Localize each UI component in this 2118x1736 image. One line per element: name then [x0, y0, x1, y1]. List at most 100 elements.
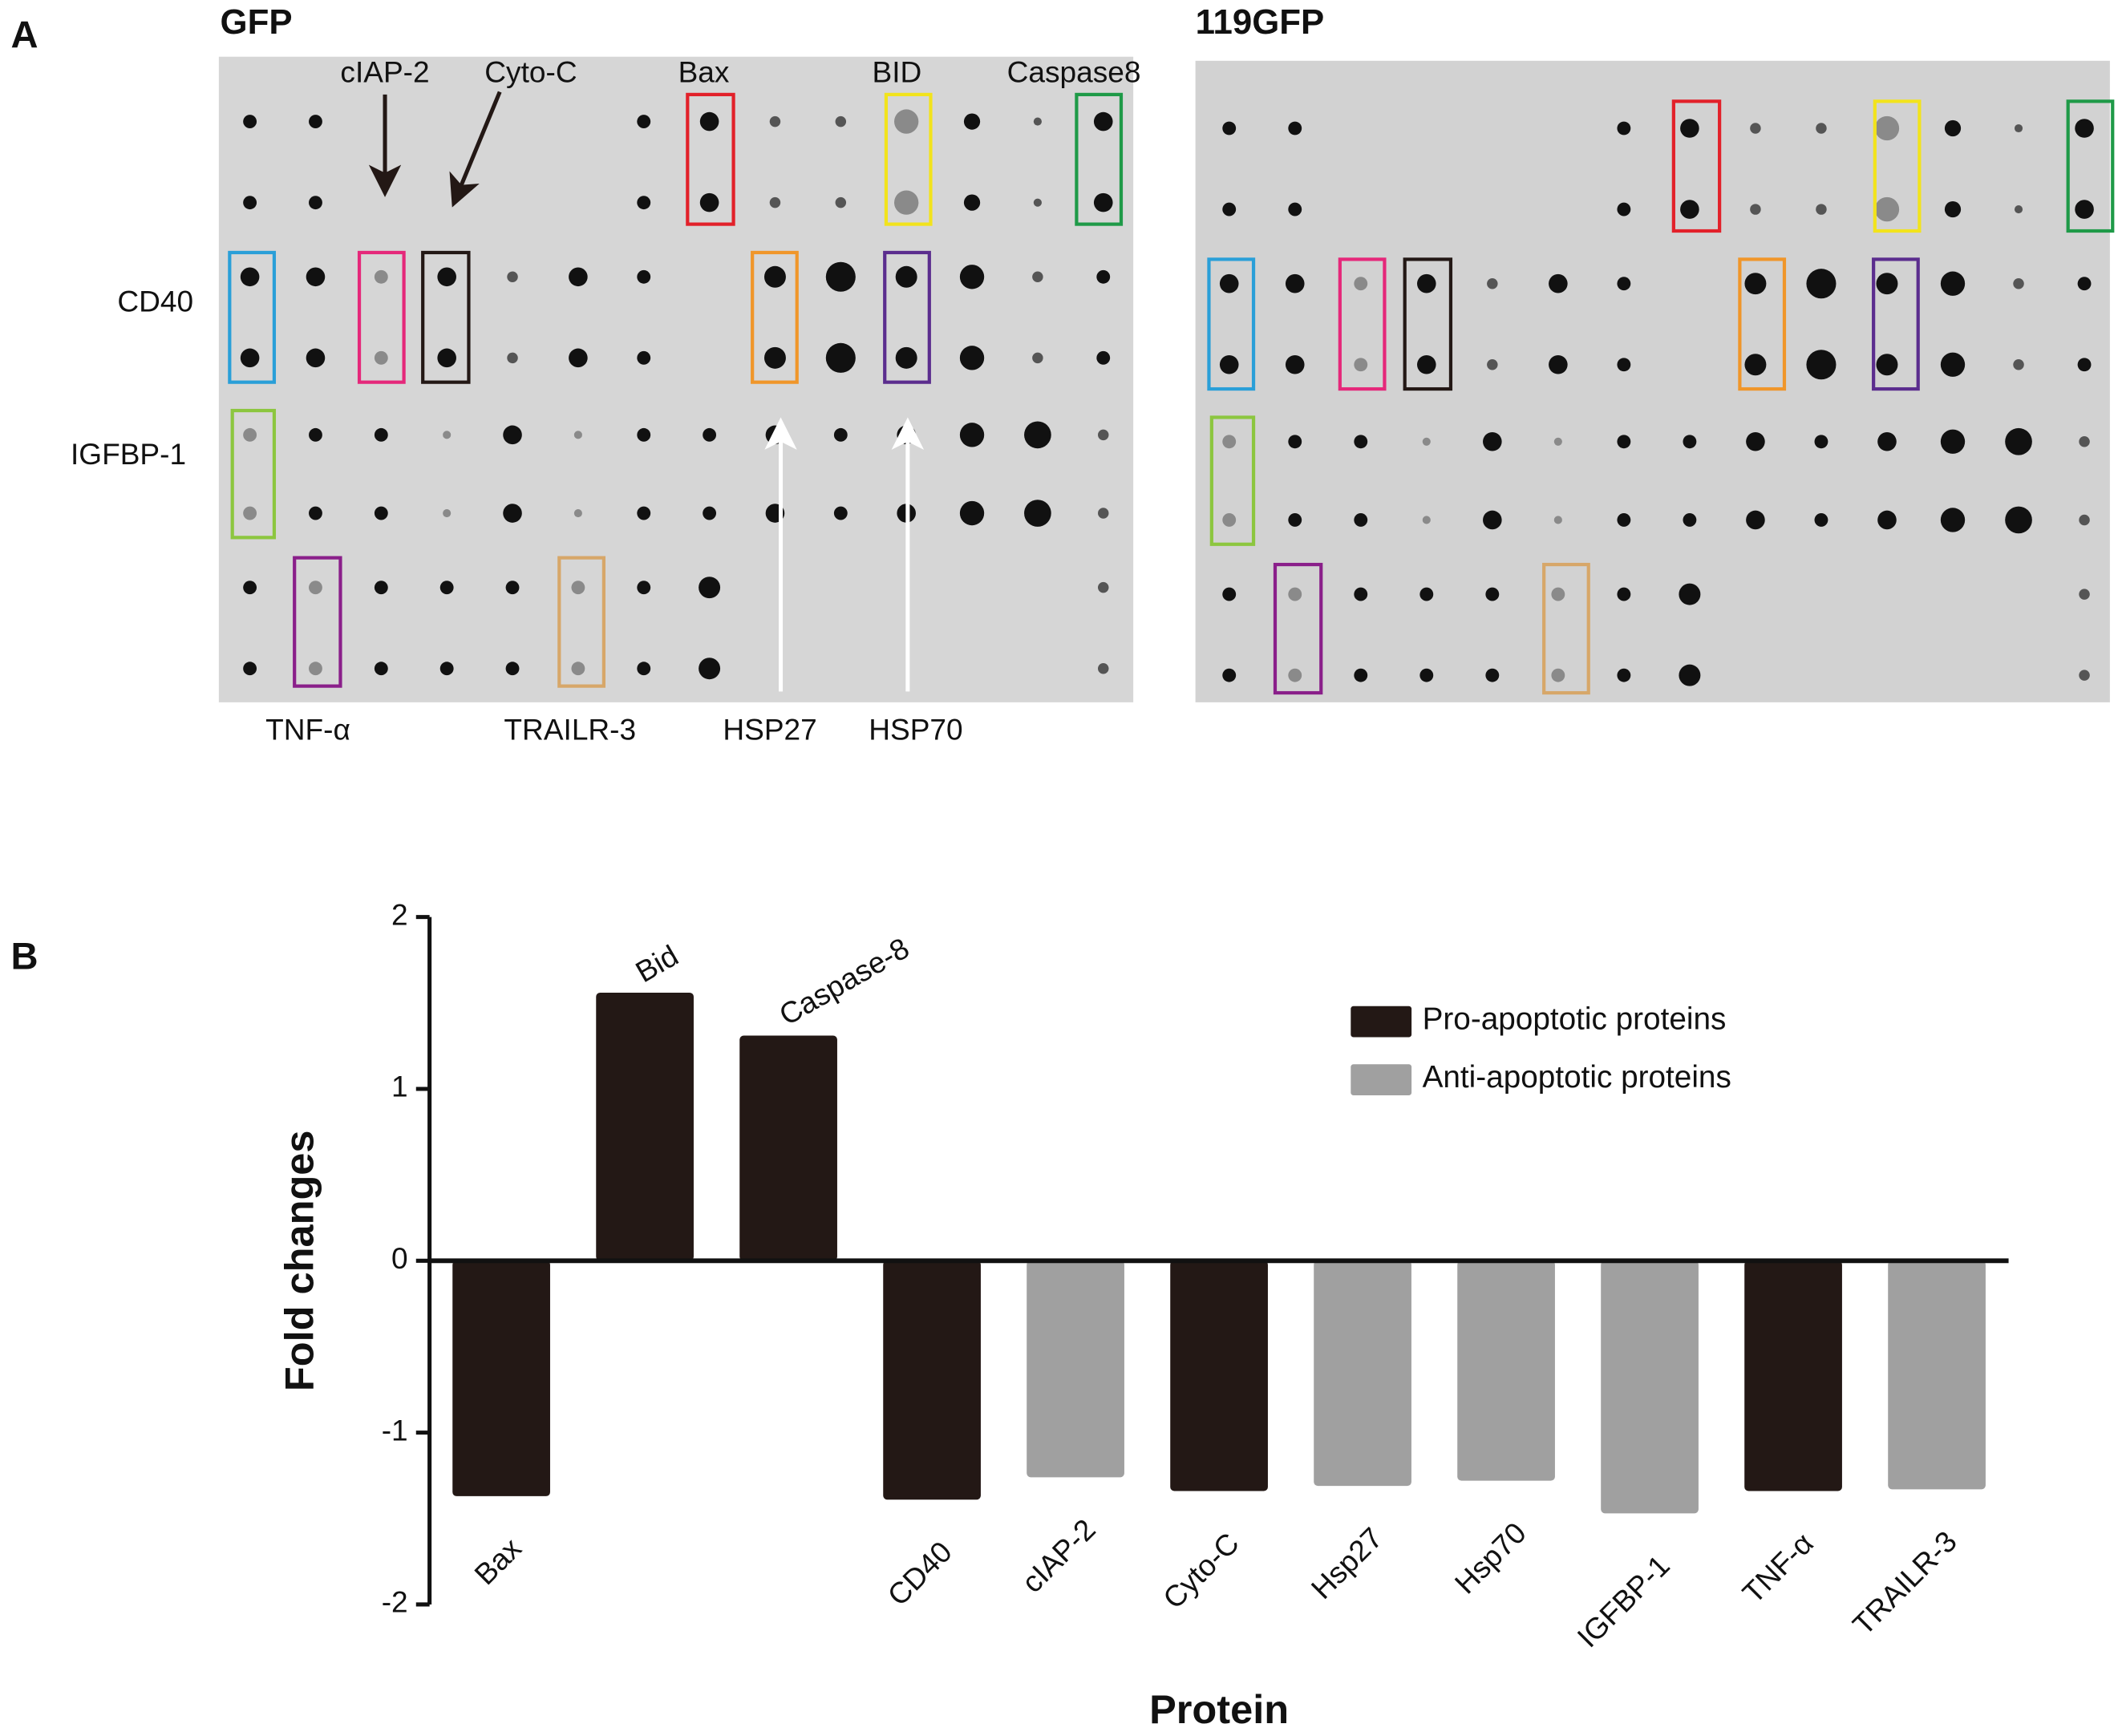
blot-dot — [243, 115, 257, 129]
blot-dot — [1744, 354, 1767, 376]
blot-dot — [637, 196, 651, 210]
y-tick-label: 0 — [391, 1241, 408, 1275]
bar — [452, 1261, 550, 1496]
blot-dot — [309, 196, 322, 210]
bar — [1027, 1261, 1124, 1478]
blot-dot — [1285, 354, 1305, 374]
blot-label: CD40 — [117, 285, 193, 318]
blot-dot — [569, 267, 588, 287]
blot-dot — [1617, 513, 1631, 527]
bar — [1457, 1261, 1555, 1481]
blot-dot — [243, 662, 257, 676]
highlight-box — [230, 408, 277, 540]
blot-dot — [1093, 192, 1113, 212]
bar — [883, 1261, 981, 1500]
blot-dot — [1750, 204, 1761, 215]
highlight-box — [1738, 257, 1787, 391]
blot-dot — [1744, 273, 1767, 295]
blot-title: 119GFP — [1196, 2, 1325, 42]
blot-dot — [2077, 358, 2092, 372]
blot-dot — [1354, 277, 1368, 291]
blot-membrane — [1195, 60, 2110, 702]
blot-dot — [374, 269, 388, 284]
blot-dot — [894, 109, 919, 134]
blot-dot — [243, 196, 257, 210]
blot-dot — [825, 342, 856, 373]
blot-dot — [1032, 352, 1043, 364]
blot-title: GFP — [221, 2, 293, 42]
blot-dot — [309, 506, 322, 520]
blot-dot — [1288, 587, 1302, 601]
blot-dot — [1816, 123, 1827, 134]
blot-dot — [1422, 437, 1431, 446]
y-tick-label: -2 — [382, 1585, 408, 1619]
arrows — [368, 91, 925, 692]
chart: -2 -1 0 1 2 Fold changes Protein Bax Bid Caspase-… — [277, 897, 2009, 1732]
highlight-box — [686, 92, 735, 226]
blot-dot — [963, 113, 981, 130]
blot-dot — [699, 192, 719, 212]
blot-label: Bax — [678, 55, 730, 88]
blot-dot — [1288, 202, 1302, 216]
legend-swatch — [1351, 1006, 1412, 1038]
blot-dot — [243, 506, 257, 520]
highlight-box — [1872, 257, 1920, 391]
blot-dot — [503, 504, 522, 523]
highlight-box — [1207, 257, 1256, 391]
blot-membrane — [218, 56, 1134, 702]
x-tick-label: Bax — [468, 1531, 528, 1591]
blot-dot — [1285, 273, 1305, 293]
highlight-box — [1671, 99, 1722, 233]
panel-label: B — [10, 934, 38, 977]
blot-dot — [1617, 277, 1631, 291]
blot-dot — [2075, 200, 2094, 219]
blot-dot — [2005, 427, 2032, 455]
blot-dot — [2013, 277, 2024, 289]
blot-dot — [1553, 516, 1562, 524]
highlight-box — [1273, 562, 1323, 695]
blot-dot — [699, 577, 721, 599]
legend-swatch — [1351, 1064, 1412, 1095]
blot-dot — [309, 115, 322, 129]
blot-dot — [1944, 200, 1962, 218]
highlight-box — [2066, 99, 2115, 233]
blot-dot — [825, 261, 856, 292]
blot-label: Caspase8 — [1007, 55, 1141, 88]
blot-dot — [1617, 121, 1631, 136]
blot-dots — [240, 109, 2094, 686]
y-tick-label: 2 — [391, 897, 408, 931]
blot-dot — [2079, 670, 2090, 681]
blot-dot — [240, 267, 260, 287]
x-tick-label: TRAILR-3 — [1846, 1524, 1963, 1641]
blot-dot — [1222, 587, 1237, 601]
blot-dot — [769, 115, 781, 127]
x-axis-label: Protein — [1149, 1686, 1289, 1732]
blot-dot — [1098, 429, 1109, 441]
highlight-box — [1338, 257, 1387, 391]
blot-dot — [703, 427, 717, 442]
y-tick-label: -1 — [382, 1413, 408, 1447]
blot-dot — [1679, 664, 1701, 686]
blot-dot — [1024, 500, 1051, 527]
blot-dot — [1617, 435, 1631, 449]
blot-dot — [1944, 119, 1962, 137]
blot-dot — [1683, 513, 1697, 527]
blot-dot — [763, 346, 786, 369]
blot-dot — [1024, 421, 1051, 449]
blot-dot — [2014, 205, 2023, 214]
blot-dot — [309, 662, 322, 676]
blot-dot — [439, 662, 454, 676]
blot-dot — [505, 581, 520, 595]
blot-dot — [1551, 587, 1565, 601]
blot-dot — [1617, 587, 1631, 601]
blot-dot — [1222, 435, 1237, 449]
blot-label: TNF-α — [265, 713, 350, 747]
blot-dot — [1750, 123, 1761, 134]
x-tick-label: IGFBP-1 — [1570, 1548, 1676, 1654]
blot-dot — [1419, 668, 1434, 682]
highlight-box — [1075, 92, 1124, 226]
blot-dot — [1098, 508, 1109, 519]
blot-dot — [637, 662, 651, 676]
blot-dot — [439, 581, 454, 595]
bar — [1744, 1261, 1842, 1491]
